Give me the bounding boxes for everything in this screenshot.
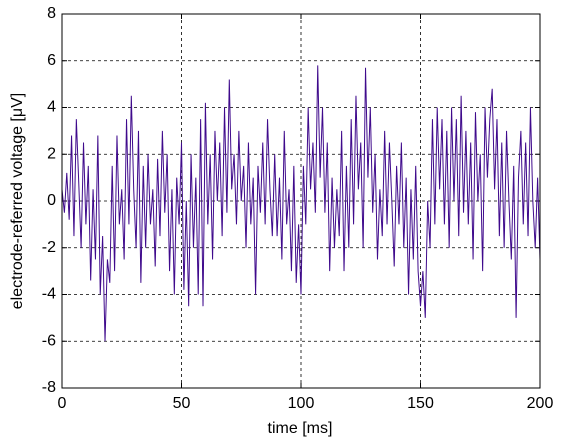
y-tick-label: 6 (47, 52, 56, 69)
x-tick-label: 100 (288, 395, 315, 412)
x-tick-label: 50 (173, 395, 191, 412)
y-tick-label: -6 (42, 332, 56, 349)
plot-frame (61, 13, 541, 389)
y-tick-label: 0 (47, 192, 56, 209)
x-axis-label: time [ms] (268, 420, 333, 437)
y-tick-label: 2 (47, 145, 56, 162)
x-tick-label: 150 (407, 395, 434, 412)
y-axis-label: electrode-referred voltage [μV] (9, 93, 26, 309)
y-tick-label: -8 (42, 379, 56, 396)
y-tick-label: 8 (47, 5, 56, 22)
x-tick-label: 200 (527, 395, 554, 412)
y-tick-label: -2 (42, 239, 56, 256)
y-tick-label: 4 (47, 99, 56, 116)
x-tick-label: 0 (58, 395, 67, 412)
y-tick-label: -4 (42, 286, 56, 303)
data-line (61, 65, 541, 342)
